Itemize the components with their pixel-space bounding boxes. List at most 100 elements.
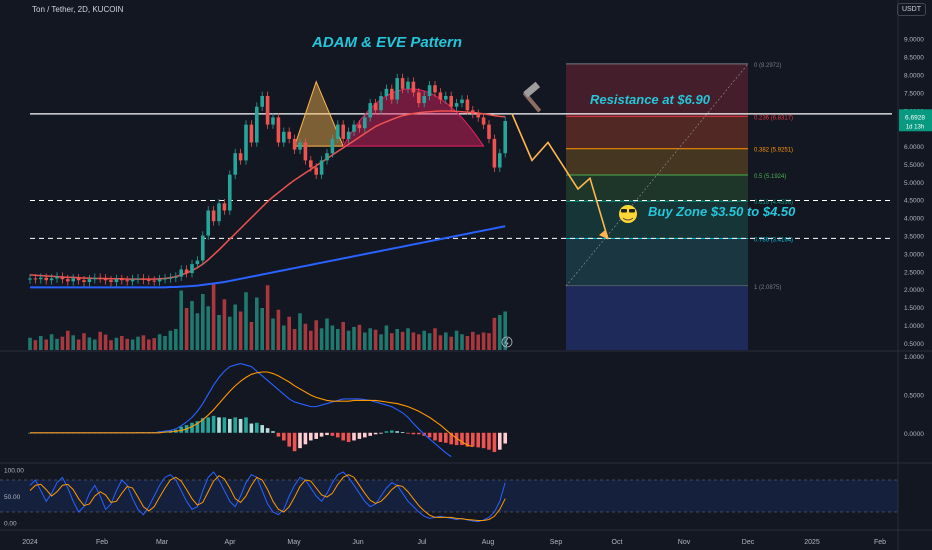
candle-body [76, 278, 81, 281]
macd-histogram-bar [481, 432, 486, 449]
volume-bar [157, 334, 162, 350]
current-price-label: 6.6928 [905, 114, 925, 121]
volume-bar [282, 325, 286, 350]
macd-histogram-bar [222, 417, 227, 433]
candle-body [454, 103, 459, 107]
macd-histogram-bar [314, 432, 318, 439]
candle-body [222, 203, 227, 211]
time-axis-tick: Nov [678, 539, 691, 546]
candle-body [352, 124, 356, 132]
candle-body [260, 95, 264, 107]
fib-zone [566, 238, 748, 287]
volume-bar [460, 334, 464, 350]
macd-histogram-bar [179, 426, 183, 433]
time-axis-tick: May [287, 539, 301, 546]
candle-body [82, 280, 86, 283]
volume-bar [390, 333, 394, 350]
stoch-rsi-pane [0, 471, 898, 523]
candle-body [417, 92, 421, 104]
price-axis-tick: 2.5000 [904, 269, 924, 276]
price-axis-tick: 3.5000 [904, 234, 924, 241]
volume-bar [152, 338, 156, 350]
macd-histogram-bar [417, 432, 421, 435]
candle-body [60, 276, 65, 280]
macd-histogram-bar [476, 432, 480, 448]
candle-body [190, 264, 194, 274]
macd-histogram-bar [503, 432, 507, 444]
candle-body [174, 276, 178, 278]
candle-body [265, 95, 270, 125]
candle-body [28, 278, 32, 280]
macd-histogram-bar [201, 418, 205, 433]
volume-bar [433, 328, 437, 350]
candle-body [465, 99, 470, 111]
price-axis-tick: 6.0000 [904, 144, 924, 151]
macd-histogram-bar [298, 432, 302, 449]
macd-histogram-bar [454, 432, 459, 446]
volume-bar [55, 338, 59, 350]
candle-body [395, 78, 399, 100]
macd-histogram-bar [373, 432, 378, 435]
macd-histogram-bar [352, 432, 356, 441]
volume-bar [174, 329, 178, 350]
candle-body [152, 280, 156, 282]
volume-bar [238, 311, 243, 350]
candle-body [498, 153, 502, 168]
volume-bar [120, 336, 124, 350]
candle-body [136, 278, 140, 280]
fib-level-label: 0.236 (6.8317) [754, 115, 793, 121]
volume-bar [28, 337, 32, 350]
pattern-title: ADAM & EVE Pattern [311, 34, 462, 51]
volume-bar [309, 330, 313, 350]
macd-histogram-bar [206, 417, 210, 433]
volume-bar [114, 337, 119, 350]
macd-histogram-bar [368, 432, 372, 436]
volume-bar [44, 339, 48, 350]
volume-bar [125, 338, 129, 350]
macd-histogram-bar [195, 421, 200, 433]
volume-bar [276, 309, 281, 350]
candle-body [238, 153, 243, 161]
volume-bar [255, 297, 259, 350]
stoch-axis-tick: 50.00 [4, 494, 21, 501]
macd-histogram-bar [260, 425, 264, 433]
chart-annotations: ADAM & EVE Pattern Resistance at $6.90 Buy… [311, 34, 796, 348]
candle-body [120, 279, 124, 281]
fib-zone [566, 174, 748, 202]
candle-body [168, 277, 173, 279]
candle-body [228, 174, 232, 211]
volume-bar [201, 294, 205, 350]
volume-bar [228, 316, 232, 350]
candle-body [373, 103, 378, 111]
sunglasses-lens-left [621, 209, 627, 213]
countdown-label: 1d 13h [906, 124, 924, 130]
macd-histogram-bar [271, 431, 275, 433]
candle-body [363, 117, 367, 129]
macd-histogram-bar [249, 423, 254, 433]
volume-bar [314, 320, 318, 350]
candle-body [346, 131, 351, 139]
volume-bar [217, 315, 221, 350]
macd-histogram-bar [282, 432, 286, 441]
candle-body [147, 279, 151, 281]
candle-body [211, 210, 216, 222]
volume-bar [422, 330, 426, 350]
macd-histogram-bar [498, 432, 502, 450]
candle-body [422, 95, 426, 104]
volume-bar [271, 318, 275, 350]
fib-level-label: 0.5 (5.1924) [754, 174, 786, 180]
macd-histogram-bar [411, 432, 416, 435]
candle-body [357, 124, 362, 129]
fib-zone-bottom [566, 286, 748, 350]
volume-bar [357, 324, 362, 350]
candle-body [217, 203, 221, 222]
candle-body [476, 113, 480, 118]
current-price-badge [899, 109, 932, 132]
symbol-title: Ton / Tether, 2D, KUCOIN [32, 5, 124, 14]
volume-bar [82, 333, 86, 350]
currency-badge[interactable]: USDT [896, 3, 926, 16]
volume-bar [449, 336, 453, 350]
macd-histogram-bar [449, 432, 453, 445]
time-axis-tick: Sep [550, 539, 563, 546]
macd-histogram-bar [303, 432, 308, 445]
